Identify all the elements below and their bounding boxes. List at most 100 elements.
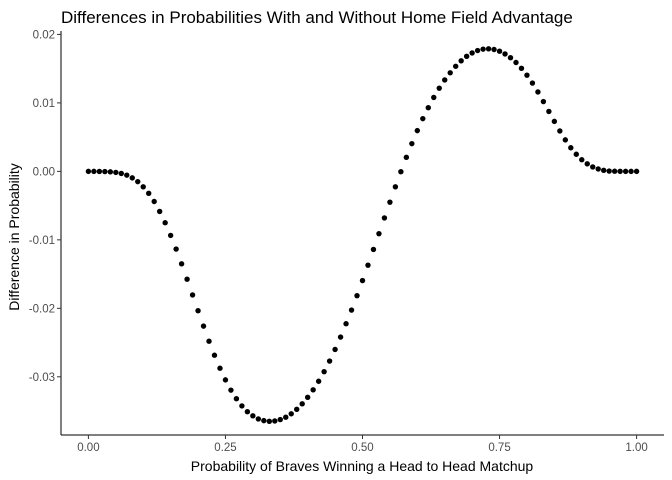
data-point xyxy=(463,53,470,60)
data-point xyxy=(387,199,393,205)
data-point xyxy=(244,409,251,415)
data-point xyxy=(332,346,338,353)
data-point xyxy=(557,128,563,134)
data-point xyxy=(118,170,125,177)
y-tick-label: -0.03 xyxy=(29,372,55,384)
data-point xyxy=(480,46,486,52)
data-point xyxy=(299,401,305,407)
data-point xyxy=(535,89,541,95)
data-point xyxy=(102,168,108,175)
data-point xyxy=(151,198,157,205)
data-point xyxy=(348,307,355,313)
data-point xyxy=(546,108,552,115)
data-point xyxy=(156,208,163,215)
data-point xyxy=(195,308,201,314)
data-point xyxy=(540,98,547,105)
data-point xyxy=(507,55,514,61)
data-point xyxy=(124,172,130,178)
data-point xyxy=(304,394,311,401)
data-point xyxy=(178,261,185,267)
data-point xyxy=(633,168,640,175)
data-point xyxy=(425,104,431,111)
data-point xyxy=(491,46,497,53)
data-point xyxy=(294,406,300,413)
data-point xyxy=(359,277,366,284)
y-tick-label: -0.02 xyxy=(29,303,55,315)
x-tick-label: 0.75 xyxy=(488,442,510,454)
data-point xyxy=(233,396,240,402)
data-point xyxy=(261,417,267,424)
data-point xyxy=(146,190,152,196)
data-point xyxy=(579,157,585,163)
data-point xyxy=(162,220,168,226)
data-point xyxy=(392,184,399,190)
data-point xyxy=(326,358,333,364)
x-tick-label: 0.25 xyxy=(214,442,236,454)
data-point xyxy=(628,168,634,175)
data-point xyxy=(217,365,223,371)
data-point xyxy=(403,154,410,161)
data-point xyxy=(376,230,382,237)
data-point xyxy=(365,262,371,268)
data-point xyxy=(611,168,618,174)
data-point xyxy=(283,414,289,420)
data-point xyxy=(173,246,179,252)
data-point xyxy=(436,85,442,91)
data-point xyxy=(518,65,525,72)
data-point xyxy=(222,377,229,383)
x-tick-label: 0.50 xyxy=(351,442,373,454)
data-point xyxy=(321,368,327,375)
data-point xyxy=(551,118,558,125)
y-tick-label: 0.01 xyxy=(33,98,55,110)
data-point xyxy=(228,387,234,393)
data-point xyxy=(562,137,569,143)
data-point xyxy=(250,413,256,419)
y-tick-label: 0.02 xyxy=(33,29,55,41)
x-tick-label: 0.00 xyxy=(77,442,99,454)
data-point xyxy=(315,378,322,384)
y-tick-label: 0.00 xyxy=(33,166,55,178)
x-axis-title: Probability of Braves Winning a Head to … xyxy=(191,458,534,474)
data-point xyxy=(277,416,283,423)
data-point xyxy=(529,80,536,86)
data-point xyxy=(85,168,92,175)
data-point xyxy=(381,215,388,221)
data-point xyxy=(370,246,377,253)
plot-area: 0.02 0.01 0.00 -0.01 -0.02 -0.03 0.00 0.25 0.50 0… xyxy=(29,29,664,454)
data-point xyxy=(447,70,453,76)
data-point xyxy=(239,403,245,409)
data-point xyxy=(524,72,530,78)
data-point xyxy=(135,178,141,185)
data-point xyxy=(167,232,174,239)
data-point xyxy=(595,166,601,172)
data-point xyxy=(496,48,503,54)
data-point xyxy=(96,168,103,175)
data-point xyxy=(107,169,114,175)
data-point xyxy=(414,127,421,134)
data-point xyxy=(354,292,360,299)
data-point xyxy=(431,94,437,101)
data-point xyxy=(140,184,146,190)
data-point xyxy=(568,145,574,151)
data-point xyxy=(288,411,294,417)
data-point xyxy=(513,59,519,66)
data-point xyxy=(590,164,596,170)
data-point xyxy=(606,168,612,174)
y-axis-title: Difference in Probability xyxy=(6,163,22,311)
data-point xyxy=(458,58,464,64)
data-point xyxy=(206,338,212,344)
data-point xyxy=(272,418,278,424)
data-point xyxy=(442,77,448,83)
data-point xyxy=(469,50,475,56)
data-point xyxy=(129,175,135,181)
data-point xyxy=(485,46,492,52)
data-point xyxy=(189,292,196,298)
data-point xyxy=(255,416,262,422)
data-point xyxy=(601,167,607,174)
data-point xyxy=(310,387,316,393)
data-point xyxy=(420,115,426,122)
data-point xyxy=(409,140,415,147)
data-point xyxy=(622,168,629,175)
data-point xyxy=(337,334,344,340)
data-point xyxy=(113,169,119,176)
